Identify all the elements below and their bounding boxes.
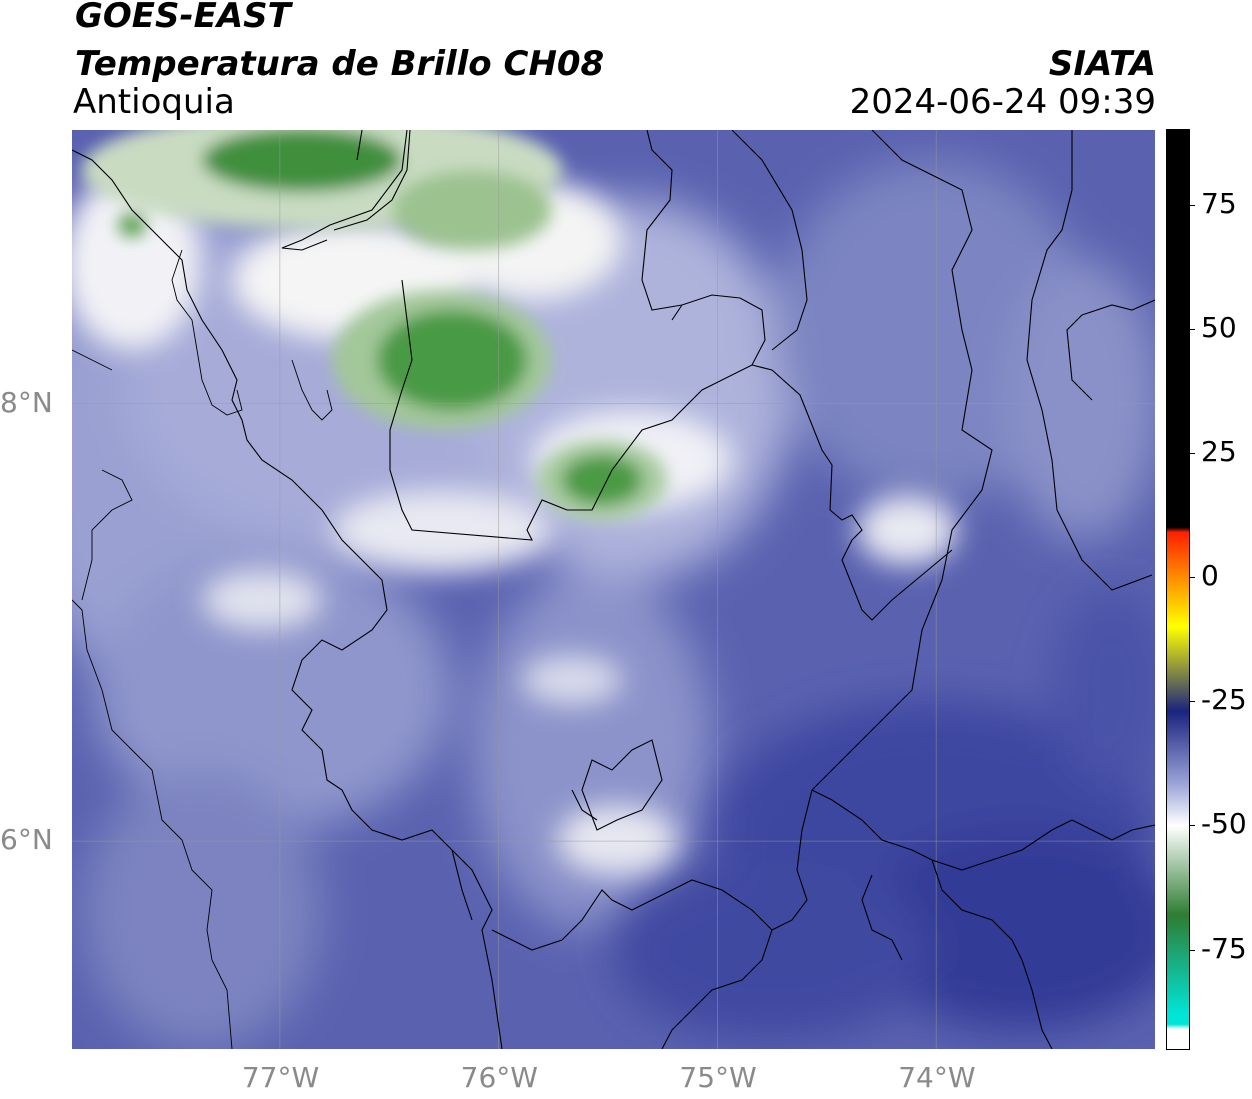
product-title: Temperatura de Brillo CH08 [75,44,605,84]
colorbar [1166,129,1190,1050]
lon-label: 77°W [241,1061,320,1094]
colorbar-tick-mark [1189,949,1195,951]
region-label: Antioquia [73,82,235,122]
lon-label: 74°W [898,1061,976,1094]
colorbar-tick-label: -75 [1201,931,1247,965]
colorbar-tick-mark [1189,452,1195,454]
colorbar-tick-label: -25 [1201,683,1247,717]
timestamp-label: 2024-06-24 09:39 [849,82,1156,122]
lat-label: 8°N [0,385,53,419]
lon-label: 75°W [679,1061,757,1094]
colorbar-tick-label: 25 [1201,434,1237,468]
colorbar-tick-mark [1189,328,1195,330]
temperature-field [72,130,1155,1049]
satellite-title: GOES-EAST [75,0,291,36]
colorbar-tick-label: -50 [1201,807,1247,841]
agency-label: SIATA [1048,44,1156,84]
colorbar-tick-mark [1189,204,1195,206]
colorbar-tick-label: 50 [1201,310,1237,344]
colorbar-tick-mark [1189,701,1195,703]
lon-label: 76°W [460,1061,538,1094]
department-boundaries [72,130,1155,1049]
coastline [72,249,333,1049]
colorbar-tick-label: 75 [1201,186,1237,220]
colorbar-tick-label: 0 [1201,559,1219,593]
brightness-temperature-map[interactable] [72,130,1155,1049]
colorbar-tick-mark [1189,577,1195,579]
graticule [72,130,1155,1049]
lat-label: 6°N [0,823,53,857]
colorbar-tick-mark [1189,825,1195,827]
